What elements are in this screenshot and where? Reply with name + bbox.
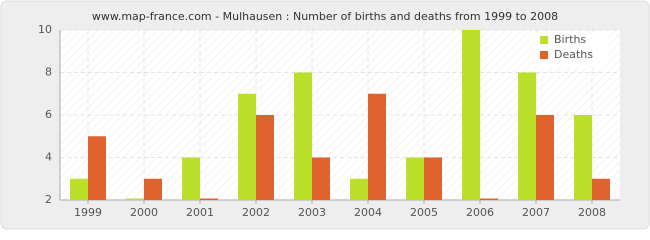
legend-label: Births xyxy=(554,33,586,46)
legend-swatch xyxy=(540,36,548,44)
bar xyxy=(592,178,610,200)
bar xyxy=(424,157,442,200)
bar xyxy=(88,136,106,200)
x-tick-label: 2005 xyxy=(410,206,438,219)
bar xyxy=(406,157,424,200)
x-tick-label: 2002 xyxy=(242,206,270,219)
bar xyxy=(182,157,200,200)
bar xyxy=(574,115,592,200)
bar xyxy=(368,93,386,200)
x-tick-label: 2006 xyxy=(466,206,494,219)
chart: www.map-france.com - Mulhausen : Number … xyxy=(0,0,650,230)
y-tick-label: 8 xyxy=(45,66,52,79)
x-tick-label: 2004 xyxy=(354,206,382,219)
y-tick-label: 2 xyxy=(45,193,52,206)
bar xyxy=(518,72,536,200)
y-tick-label: 10 xyxy=(38,23,52,36)
x-tick-label: 2000 xyxy=(130,206,158,219)
bar xyxy=(144,178,162,200)
bar xyxy=(294,72,312,200)
bar xyxy=(350,178,368,200)
x-tick-label: 2007 xyxy=(522,206,550,219)
legend-swatch xyxy=(540,51,548,59)
legend-label: Deaths xyxy=(554,48,593,61)
page: www.map-france.com - Mulhausen : Number … xyxy=(0,0,650,230)
bar xyxy=(126,198,144,200)
y-tick-label: 6 xyxy=(45,108,52,121)
x-tick-label: 2008 xyxy=(578,206,606,219)
bar xyxy=(480,198,498,200)
bar xyxy=(536,115,554,200)
bar xyxy=(70,178,88,200)
chart-title: www.map-france.com - Mulhausen : Number … xyxy=(92,10,558,23)
y-tick-label: 4 xyxy=(45,151,52,164)
bar xyxy=(256,115,274,200)
x-tick-label: 2003 xyxy=(298,206,326,219)
x-tick-label: 2001 xyxy=(186,206,214,219)
bar xyxy=(238,93,256,200)
x-tick-label: 1999 xyxy=(74,206,102,219)
bar xyxy=(462,30,480,200)
bar xyxy=(200,198,218,200)
bar xyxy=(312,157,330,200)
